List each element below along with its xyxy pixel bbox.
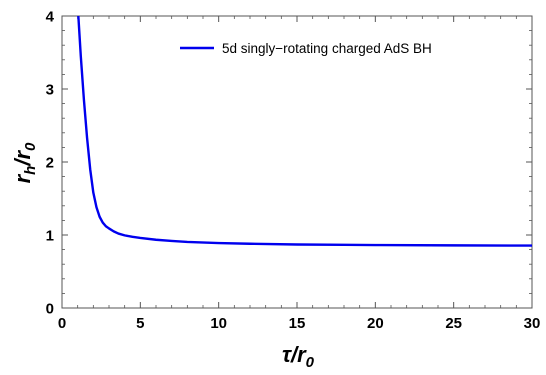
- series-layer: [77, 16, 532, 247]
- tick-labels: 0 5 10 15 20 25 30 0 1 2 3 4: [46, 9, 541, 333]
- y-tick-label: 0: [46, 301, 54, 318]
- y-tick-label: 2: [46, 155, 54, 172]
- y-tick-label: 3: [46, 82, 54, 99]
- x-tick-label: 5: [136, 315, 144, 332]
- y-tick-label: 4: [46, 9, 55, 26]
- legend: 5d singly−rotating charged AdS BH: [180, 41, 432, 56]
- x-tick-label: 20: [367, 315, 384, 332]
- plot-frame: [61, 15, 533, 309]
- series-line-0: [77, 16, 532, 247]
- y-tick-label: 1: [46, 228, 54, 245]
- ticks: [61, 15, 533, 309]
- axes-frame: [61, 15, 533, 309]
- legend-label: 5d singly−rotating charged AdS BH: [222, 41, 432, 56]
- x-tick-label: 25: [445, 315, 462, 332]
- y-axis-title: rh/r0: [10, 142, 39, 183]
- x-axis-title: τ/r0: [282, 342, 315, 371]
- x-tick-label: 15: [289, 315, 306, 332]
- x-tick-label: 30: [524, 315, 541, 332]
- x-tick-label: 10: [210, 315, 227, 332]
- x-tick-label: 0: [58, 315, 66, 332]
